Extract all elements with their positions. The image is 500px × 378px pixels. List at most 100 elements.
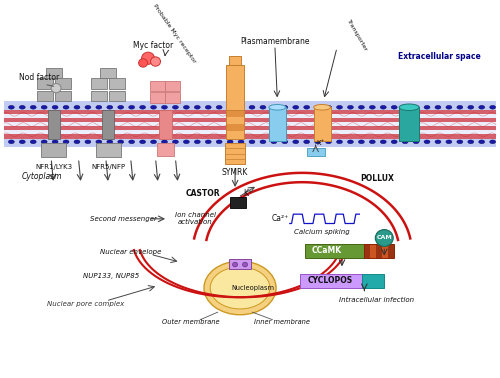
Text: CAM: CAM: [376, 235, 392, 240]
Ellipse shape: [206, 105, 211, 109]
Ellipse shape: [490, 105, 496, 109]
Text: Probable Myc receptor: Probable Myc receptor: [152, 3, 197, 64]
Text: SYMRK: SYMRK: [222, 168, 248, 177]
Ellipse shape: [370, 140, 376, 144]
Circle shape: [51, 84, 61, 93]
Circle shape: [242, 262, 248, 267]
Bar: [230, 197, 246, 208]
Text: Inner membrane: Inner membrane: [254, 319, 310, 325]
Ellipse shape: [162, 140, 168, 144]
Ellipse shape: [172, 105, 178, 109]
Ellipse shape: [194, 140, 200, 144]
Ellipse shape: [348, 105, 354, 109]
Bar: [225, 143, 245, 164]
Ellipse shape: [260, 105, 266, 109]
Bar: [110, 91, 125, 101]
Ellipse shape: [402, 105, 408, 109]
Ellipse shape: [206, 140, 211, 144]
Ellipse shape: [457, 140, 463, 144]
Ellipse shape: [391, 105, 397, 109]
Text: CYCLOPOS: CYCLOPOS: [308, 276, 353, 285]
Ellipse shape: [74, 140, 80, 144]
Ellipse shape: [446, 105, 452, 109]
Ellipse shape: [358, 105, 364, 109]
Ellipse shape: [162, 105, 168, 109]
Ellipse shape: [74, 105, 80, 109]
Text: NFR5/NFP: NFR5/NFP: [91, 164, 126, 170]
Bar: [48, 110, 60, 139]
Bar: [102, 110, 115, 139]
Bar: [165, 92, 180, 102]
Bar: [150, 92, 165, 102]
Ellipse shape: [293, 140, 298, 144]
Ellipse shape: [282, 105, 288, 109]
Ellipse shape: [238, 140, 244, 144]
Ellipse shape: [435, 105, 441, 109]
Ellipse shape: [85, 140, 91, 144]
Bar: [46, 68, 62, 78]
Ellipse shape: [194, 105, 200, 109]
Ellipse shape: [184, 140, 190, 144]
Text: K⁺: K⁺: [243, 189, 252, 198]
Bar: [226, 124, 244, 131]
Bar: [150, 81, 165, 91]
Ellipse shape: [30, 140, 36, 144]
Text: Extracellular space: Extracellular space: [398, 53, 480, 61]
Bar: [388, 243, 394, 257]
Bar: [304, 243, 364, 257]
Ellipse shape: [304, 105, 310, 109]
Bar: [376, 243, 382, 257]
Ellipse shape: [336, 105, 342, 109]
Ellipse shape: [85, 105, 91, 109]
Ellipse shape: [41, 105, 47, 109]
Bar: [36, 78, 52, 88]
Bar: [4, 130, 496, 135]
Ellipse shape: [52, 140, 58, 144]
Ellipse shape: [20, 105, 26, 109]
Ellipse shape: [210, 267, 270, 309]
Bar: [92, 78, 108, 88]
Ellipse shape: [118, 140, 124, 144]
Bar: [110, 78, 125, 88]
Ellipse shape: [370, 105, 376, 109]
Bar: [4, 126, 496, 130]
Ellipse shape: [269, 104, 286, 110]
Text: Myc factor: Myc factor: [133, 41, 173, 50]
Ellipse shape: [20, 140, 26, 144]
Ellipse shape: [172, 140, 178, 144]
Ellipse shape: [413, 140, 419, 144]
Bar: [4, 110, 496, 114]
Text: Transporter: Transporter: [346, 19, 368, 53]
Ellipse shape: [52, 105, 58, 109]
Text: CCaMK: CCaMK: [312, 246, 342, 255]
Ellipse shape: [271, 105, 277, 109]
Bar: [4, 135, 496, 139]
Bar: [364, 243, 394, 257]
Ellipse shape: [336, 140, 342, 144]
Ellipse shape: [399, 104, 419, 110]
Bar: [36, 91, 52, 101]
Bar: [226, 65, 244, 110]
Bar: [364, 243, 370, 257]
Ellipse shape: [326, 105, 332, 109]
Ellipse shape: [96, 140, 102, 144]
Ellipse shape: [380, 140, 386, 144]
Ellipse shape: [128, 105, 134, 109]
Ellipse shape: [249, 105, 255, 109]
Ellipse shape: [348, 140, 354, 144]
Ellipse shape: [490, 140, 496, 144]
Ellipse shape: [249, 140, 255, 144]
Bar: [96, 143, 120, 157]
Ellipse shape: [468, 140, 474, 144]
Ellipse shape: [118, 105, 124, 109]
Ellipse shape: [216, 140, 222, 144]
Ellipse shape: [150, 105, 156, 109]
Ellipse shape: [446, 140, 452, 144]
Ellipse shape: [391, 140, 397, 144]
Bar: [100, 68, 116, 78]
Ellipse shape: [435, 140, 441, 144]
Bar: [382, 243, 388, 257]
Ellipse shape: [41, 140, 47, 144]
Ellipse shape: [304, 140, 310, 144]
Circle shape: [150, 57, 160, 66]
